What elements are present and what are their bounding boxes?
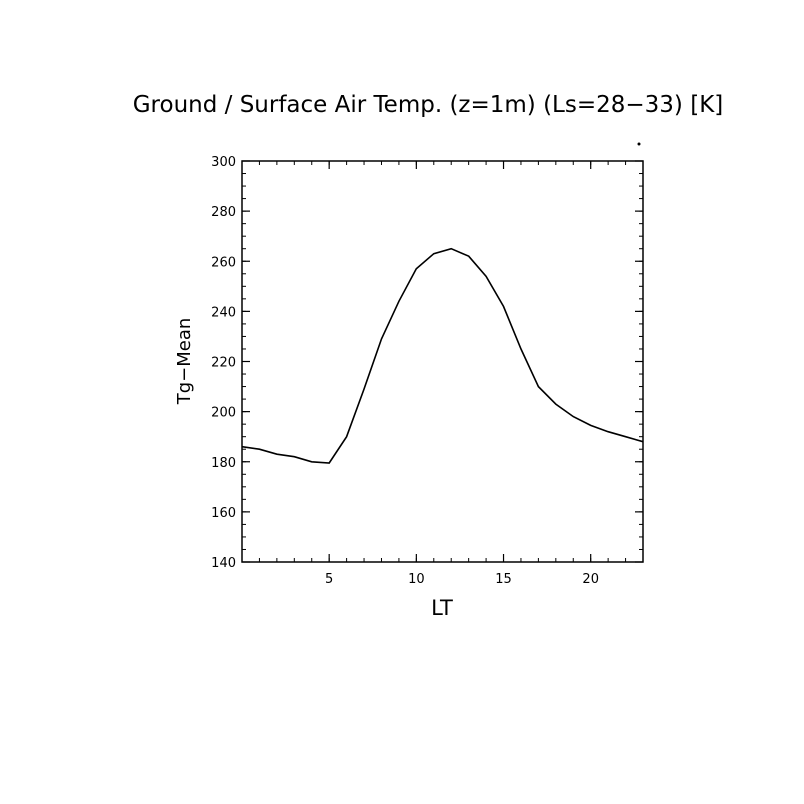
y-tick-label: 140 [211, 556, 236, 571]
y-axis-ticks: 140 160 180 200 220 240 260 280 300 [211, 155, 643, 571]
x-tick-label: 15 [495, 572, 512, 587]
y-tick-label: 220 [211, 356, 236, 371]
corner-marker-dot [637, 142, 641, 146]
y-axis-title: Tg−Mean [174, 318, 195, 406]
minor-tick-group [241, 160, 644, 563]
y-tick-label: 300 [211, 155, 236, 170]
y-tick-label: 200 [211, 406, 236, 421]
y-tick-label: 260 [211, 255, 236, 270]
x-axis-ticks: 5 10 15 20 [325, 161, 599, 587]
y-tick-label: 160 [211, 506, 236, 521]
chart-title: Ground / Surface Air Temp. (z=1m) (Ls=28… [133, 92, 724, 118]
x-tick-label: 10 [408, 572, 425, 587]
series-line-tg-mean [241, 247, 644, 464]
y-tick-label: 280 [211, 205, 236, 220]
x-tick-label: 20 [582, 572, 599, 587]
x-axis-title: LT [431, 596, 453, 620]
y-tick-label: 180 [211, 456, 236, 471]
y-tick-label: 240 [211, 305, 236, 320]
x-tick-label: 5 [325, 572, 333, 587]
plot-area-frame [241, 160, 644, 563]
